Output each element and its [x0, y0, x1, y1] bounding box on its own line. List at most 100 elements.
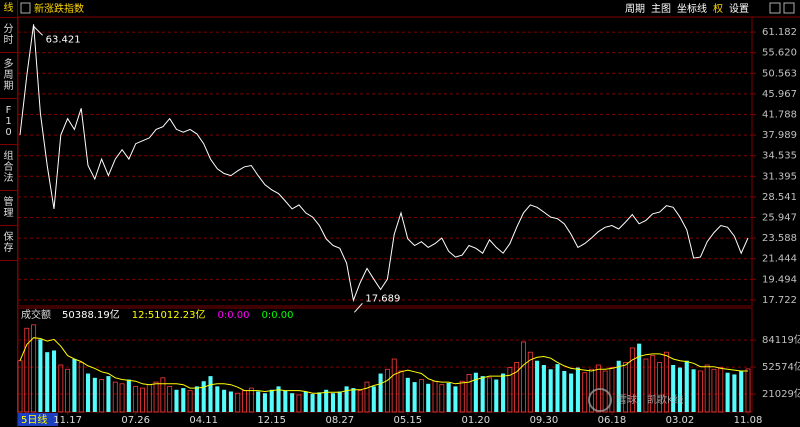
min-label: 17.689	[365, 293, 400, 304]
sidebar-button[interactable]: 分时	[0, 18, 17, 53]
y-tick-label: 21029亿	[762, 387, 800, 400]
x-tick-label: 07.26	[121, 415, 150, 426]
volume-bar	[378, 373, 383, 412]
moving-average-line	[19, 337, 748, 394]
volume-bar	[507, 367, 513, 413]
volume-bar	[317, 392, 322, 412]
volume-bar	[85, 373, 91, 412]
volume-bar	[256, 391, 261, 412]
volume-bar	[208, 376, 213, 412]
volume-bar	[330, 393, 336, 412]
sidebar-button[interactable]: 多周期	[0, 53, 17, 99]
y-tick-label: 23.588	[762, 233, 797, 244]
max-arrow	[33, 25, 43, 36]
sidebar-button[interactable]: 组合法	[0, 145, 17, 191]
volume-header: 0:0.00	[262, 310, 294, 321]
volume-bar	[303, 391, 308, 412]
volume-bar	[650, 355, 656, 413]
volume-bar	[371, 386, 376, 412]
volume-bar	[106, 376, 111, 412]
volume-bar	[671, 365, 676, 412]
ma-legend-box	[18, 413, 58, 426]
x-tick-label: 08.27	[325, 415, 354, 426]
volume-bar	[201, 381, 206, 412]
x-tick-label: 05.15	[393, 415, 422, 426]
volume-bar	[357, 390, 363, 413]
menu-item[interactable]: 设置	[729, 3, 749, 15]
volume-bar	[548, 369, 553, 412]
volume-bar	[119, 383, 125, 413]
ma-legend: 5日线	[21, 413, 47, 426]
volume-bar	[133, 385, 139, 413]
volume-bar	[38, 339, 43, 412]
volume-bar	[487, 377, 492, 413]
volume-bar	[290, 393, 295, 412]
volume-header: 12:51012.23亿	[132, 308, 206, 321]
x-tick-label: 09.30	[530, 415, 559, 426]
y-tick-label: 17.722	[762, 295, 797, 306]
volume-bar	[466, 373, 472, 413]
volume-bar	[51, 350, 57, 412]
volume-bar	[562, 370, 567, 412]
volume-bar	[527, 351, 533, 413]
volume-bar	[616, 360, 621, 412]
menu-item[interactable]: 坐标线	[677, 2, 707, 15]
watermark-logo	[588, 388, 612, 412]
y-tick-label: 31.395	[762, 171, 797, 182]
menu-item[interactable]: 权	[713, 2, 723, 15]
volume-bar	[446, 382, 451, 412]
volume-bar	[732, 374, 737, 412]
title-icon	[20, 2, 31, 14]
x-tick-label: 01.20	[462, 415, 491, 426]
x-tick-label: 11.08	[734, 415, 763, 426]
volume-bar	[215, 386, 220, 412]
volume-bar	[473, 372, 478, 412]
volume-bar	[663, 351, 669, 413]
volume-bar	[555, 364, 560, 412]
volume-bar	[31, 324, 37, 413]
volume-bar	[582, 372, 588, 413]
volume-bar	[174, 389, 179, 412]
volume-bar	[629, 347, 635, 413]
volume-bar	[501, 373, 506, 412]
sidebar-button[interactable]: 管理	[0, 191, 17, 226]
volume-bar	[194, 386, 199, 412]
volume-bar	[92, 377, 97, 412]
sidebar-button[interactable]: 保存	[0, 226, 17, 261]
volume-bar	[153, 381, 159, 413]
y-tick-label: 37.989	[762, 130, 797, 141]
sidebar-button[interactable]: F10	[0, 99, 17, 145]
volume-bar	[459, 380, 465, 413]
volume-bar	[439, 384, 445, 413]
max-label: 63.421	[46, 34, 81, 45]
volume-bar	[99, 379, 105, 413]
min-arrow	[354, 302, 363, 313]
volume-bar	[167, 385, 173, 413]
price-panel-frame	[17, 16, 753, 307]
volume-bar	[310, 394, 315, 412]
sidebar-button[interactable]: 线	[0, 0, 17, 18]
y-tick-label: 21.444	[762, 254, 797, 265]
volume-bar	[569, 373, 574, 412]
volume-title: 成交额	[21, 308, 51, 321]
volume-bar	[17, 360, 23, 413]
volume-bar	[181, 388, 186, 412]
y-tick-label: 34.535	[762, 151, 797, 162]
volume-bar	[739, 370, 744, 412]
volume-bar	[637, 343, 642, 412]
volume-bar	[344, 386, 349, 412]
volume-bar	[45, 352, 50, 412]
volume-bar	[643, 358, 649, 413]
y-tick-label: 41.788	[762, 109, 797, 120]
menu-item[interactable]: 周期	[625, 3, 645, 15]
volume-bar	[262, 393, 267, 412]
y-tick-label: 28.541	[762, 192, 797, 203]
volume-bar	[78, 362, 84, 413]
volume-bar	[351, 388, 356, 412]
x-tick-label: 03.02	[666, 415, 695, 426]
y-tick-label: 55.620	[762, 48, 797, 59]
volume-bar	[222, 389, 227, 412]
volume-bar	[140, 387, 145, 413]
menu-item[interactable]: 主图	[651, 3, 671, 15]
